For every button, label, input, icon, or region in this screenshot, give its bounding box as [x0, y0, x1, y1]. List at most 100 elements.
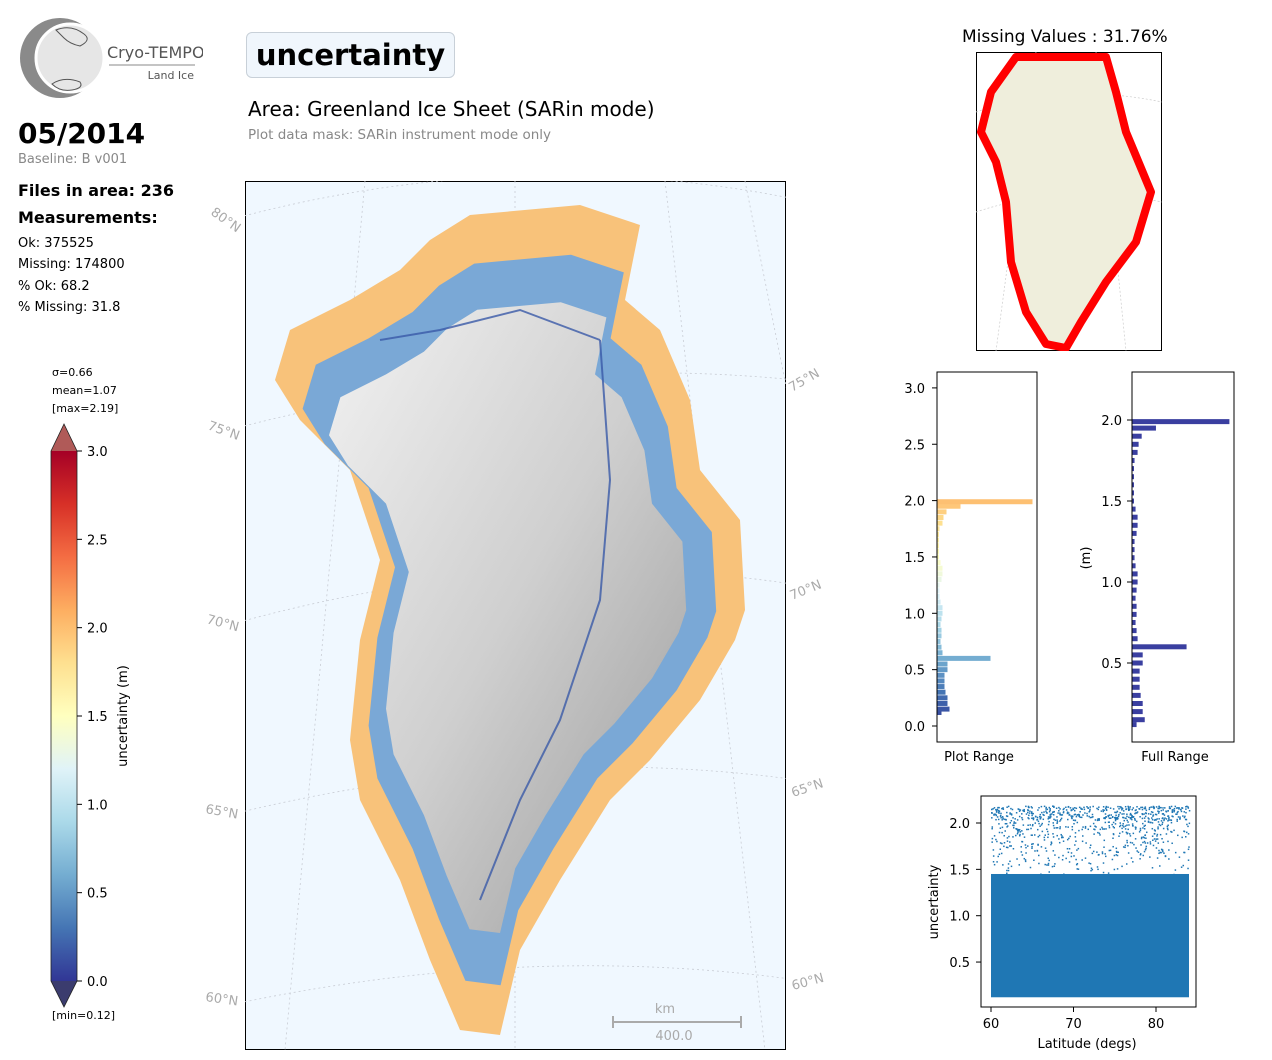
scatter-point	[1021, 818, 1024, 821]
scatter-point	[1059, 826, 1061, 828]
scatter-point	[1042, 818, 1045, 821]
scatter-point	[1143, 828, 1146, 830]
scatter-point	[1018, 829, 1021, 831]
scatter-point	[1185, 818, 1188, 821]
scatter-point	[995, 838, 997, 841]
hist-bar	[1132, 547, 1135, 553]
scatter-point	[1119, 812, 1121, 814]
scatter-point	[1121, 809, 1123, 811]
scatter-point	[1144, 824, 1146, 827]
scatter-point	[1077, 847, 1080, 850]
scatter-point	[1144, 807, 1147, 810]
colorbar-tick-label: 0.0	[87, 975, 108, 990]
scatter-point	[1058, 856, 1060, 859]
mask-note: Plot data mask: SARin instrument mode on…	[248, 127, 552, 143]
logo-subtitle: Land Ice	[148, 69, 195, 82]
scatter-point	[1142, 854, 1145, 857]
scatter-point	[1183, 816, 1186, 819]
scatter-point	[992, 849, 995, 851]
scatter-point	[1075, 863, 1078, 866]
scatter-point	[1163, 818, 1165, 821]
scatter-point	[1049, 816, 1051, 819]
scatter-point	[1049, 813, 1052, 816]
scatter-point	[1028, 814, 1030, 817]
scatter-point	[1116, 811, 1119, 813]
scatter-point	[1046, 808, 1049, 811]
scatter-point	[1134, 828, 1137, 830]
scatter-point	[1080, 807, 1082, 810]
scatter-point	[1031, 843, 1033, 845]
scatter-point	[991, 826, 994, 828]
scatter-point	[1127, 821, 1129, 823]
hist-bar	[1132, 555, 1135, 561]
scatter-point	[1116, 818, 1119, 820]
missing-map-title: Missing Values : 31.76%	[962, 27, 1168, 47]
scatter-point	[1116, 868, 1119, 870]
scatter-point	[1121, 865, 1123, 868]
scatter-point	[1129, 812, 1132, 815]
scatter-point	[1067, 818, 1069, 821]
scatter-point	[1094, 819, 1097, 821]
hist2-tick-label: 1.0	[1101, 576, 1122, 591]
scatter-point	[1018, 834, 1021, 837]
scatter-point	[1009, 813, 1011, 815]
scatter-point	[1121, 807, 1124, 809]
scatter-point	[1040, 846, 1043, 848]
scatter-point	[1182, 864, 1185, 867]
scatter-point	[1087, 807, 1089, 810]
scatter-point	[1010, 814, 1013, 816]
scatter-point	[1125, 808, 1127, 811]
scatter-point	[1117, 851, 1119, 854]
scatter-point	[1135, 847, 1137, 849]
scatter-point	[1029, 866, 1032, 869]
scatter-point	[1027, 805, 1030, 808]
scatter-point	[1076, 814, 1078, 816]
hist-bar	[937, 588, 940, 594]
scatter-point	[1176, 813, 1178, 815]
scatter-point	[1034, 822, 1037, 824]
scatter-point	[1145, 831, 1148, 834]
scatter-point	[1083, 808, 1086, 811]
scatter-point	[996, 840, 998, 843]
hist-bar	[1132, 458, 1135, 463]
scatter-point	[1135, 809, 1137, 811]
hist-bar	[1132, 620, 1136, 625]
scatter-point	[1059, 812, 1061, 814]
scatter-point	[1041, 811, 1043, 814]
scatter-point	[1093, 828, 1095, 830]
scatter-point	[1108, 825, 1110, 827]
scatter-point	[1118, 813, 1120, 816]
scatter-point	[1021, 854, 1024, 856]
scatter-point	[1017, 808, 1019, 810]
date: 05/2014	[18, 117, 146, 150]
scatter-point	[1047, 833, 1050, 836]
scatter-point	[1057, 812, 1059, 814]
scatter-point	[1061, 835, 1063, 837]
scatter-point	[1149, 856, 1151, 858]
hist-bar	[1132, 441, 1139, 447]
scatter-point	[1037, 835, 1040, 838]
scatter-point	[1006, 825, 1009, 827]
scatter-point	[1017, 831, 1019, 833]
hist-bar	[937, 700, 948, 706]
scatter-point	[1177, 834, 1179, 837]
scatter-point	[1003, 818, 1005, 821]
scatter-point	[1109, 849, 1112, 852]
scatter-point	[1161, 821, 1164, 824]
scatter-point	[1151, 817, 1153, 819]
scatter-point	[1073, 809, 1076, 812]
scatter-point	[1078, 815, 1080, 818]
scatter-point	[1136, 811, 1139, 813]
scatter-point	[1094, 825, 1096, 827]
scatter-point	[1005, 815, 1008, 817]
hist-bar	[937, 499, 1033, 505]
scatter-point	[1134, 812, 1136, 815]
scatter-point	[1008, 835, 1010, 838]
scatter-point	[1096, 807, 1098, 810]
scatter-point	[1052, 836, 1055, 838]
scatter-point	[1141, 808, 1144, 811]
scatter-point	[1062, 811, 1065, 814]
scatter-point	[1158, 818, 1160, 820]
scatter-point	[1180, 810, 1183, 813]
scatter-point	[1024, 859, 1027, 861]
